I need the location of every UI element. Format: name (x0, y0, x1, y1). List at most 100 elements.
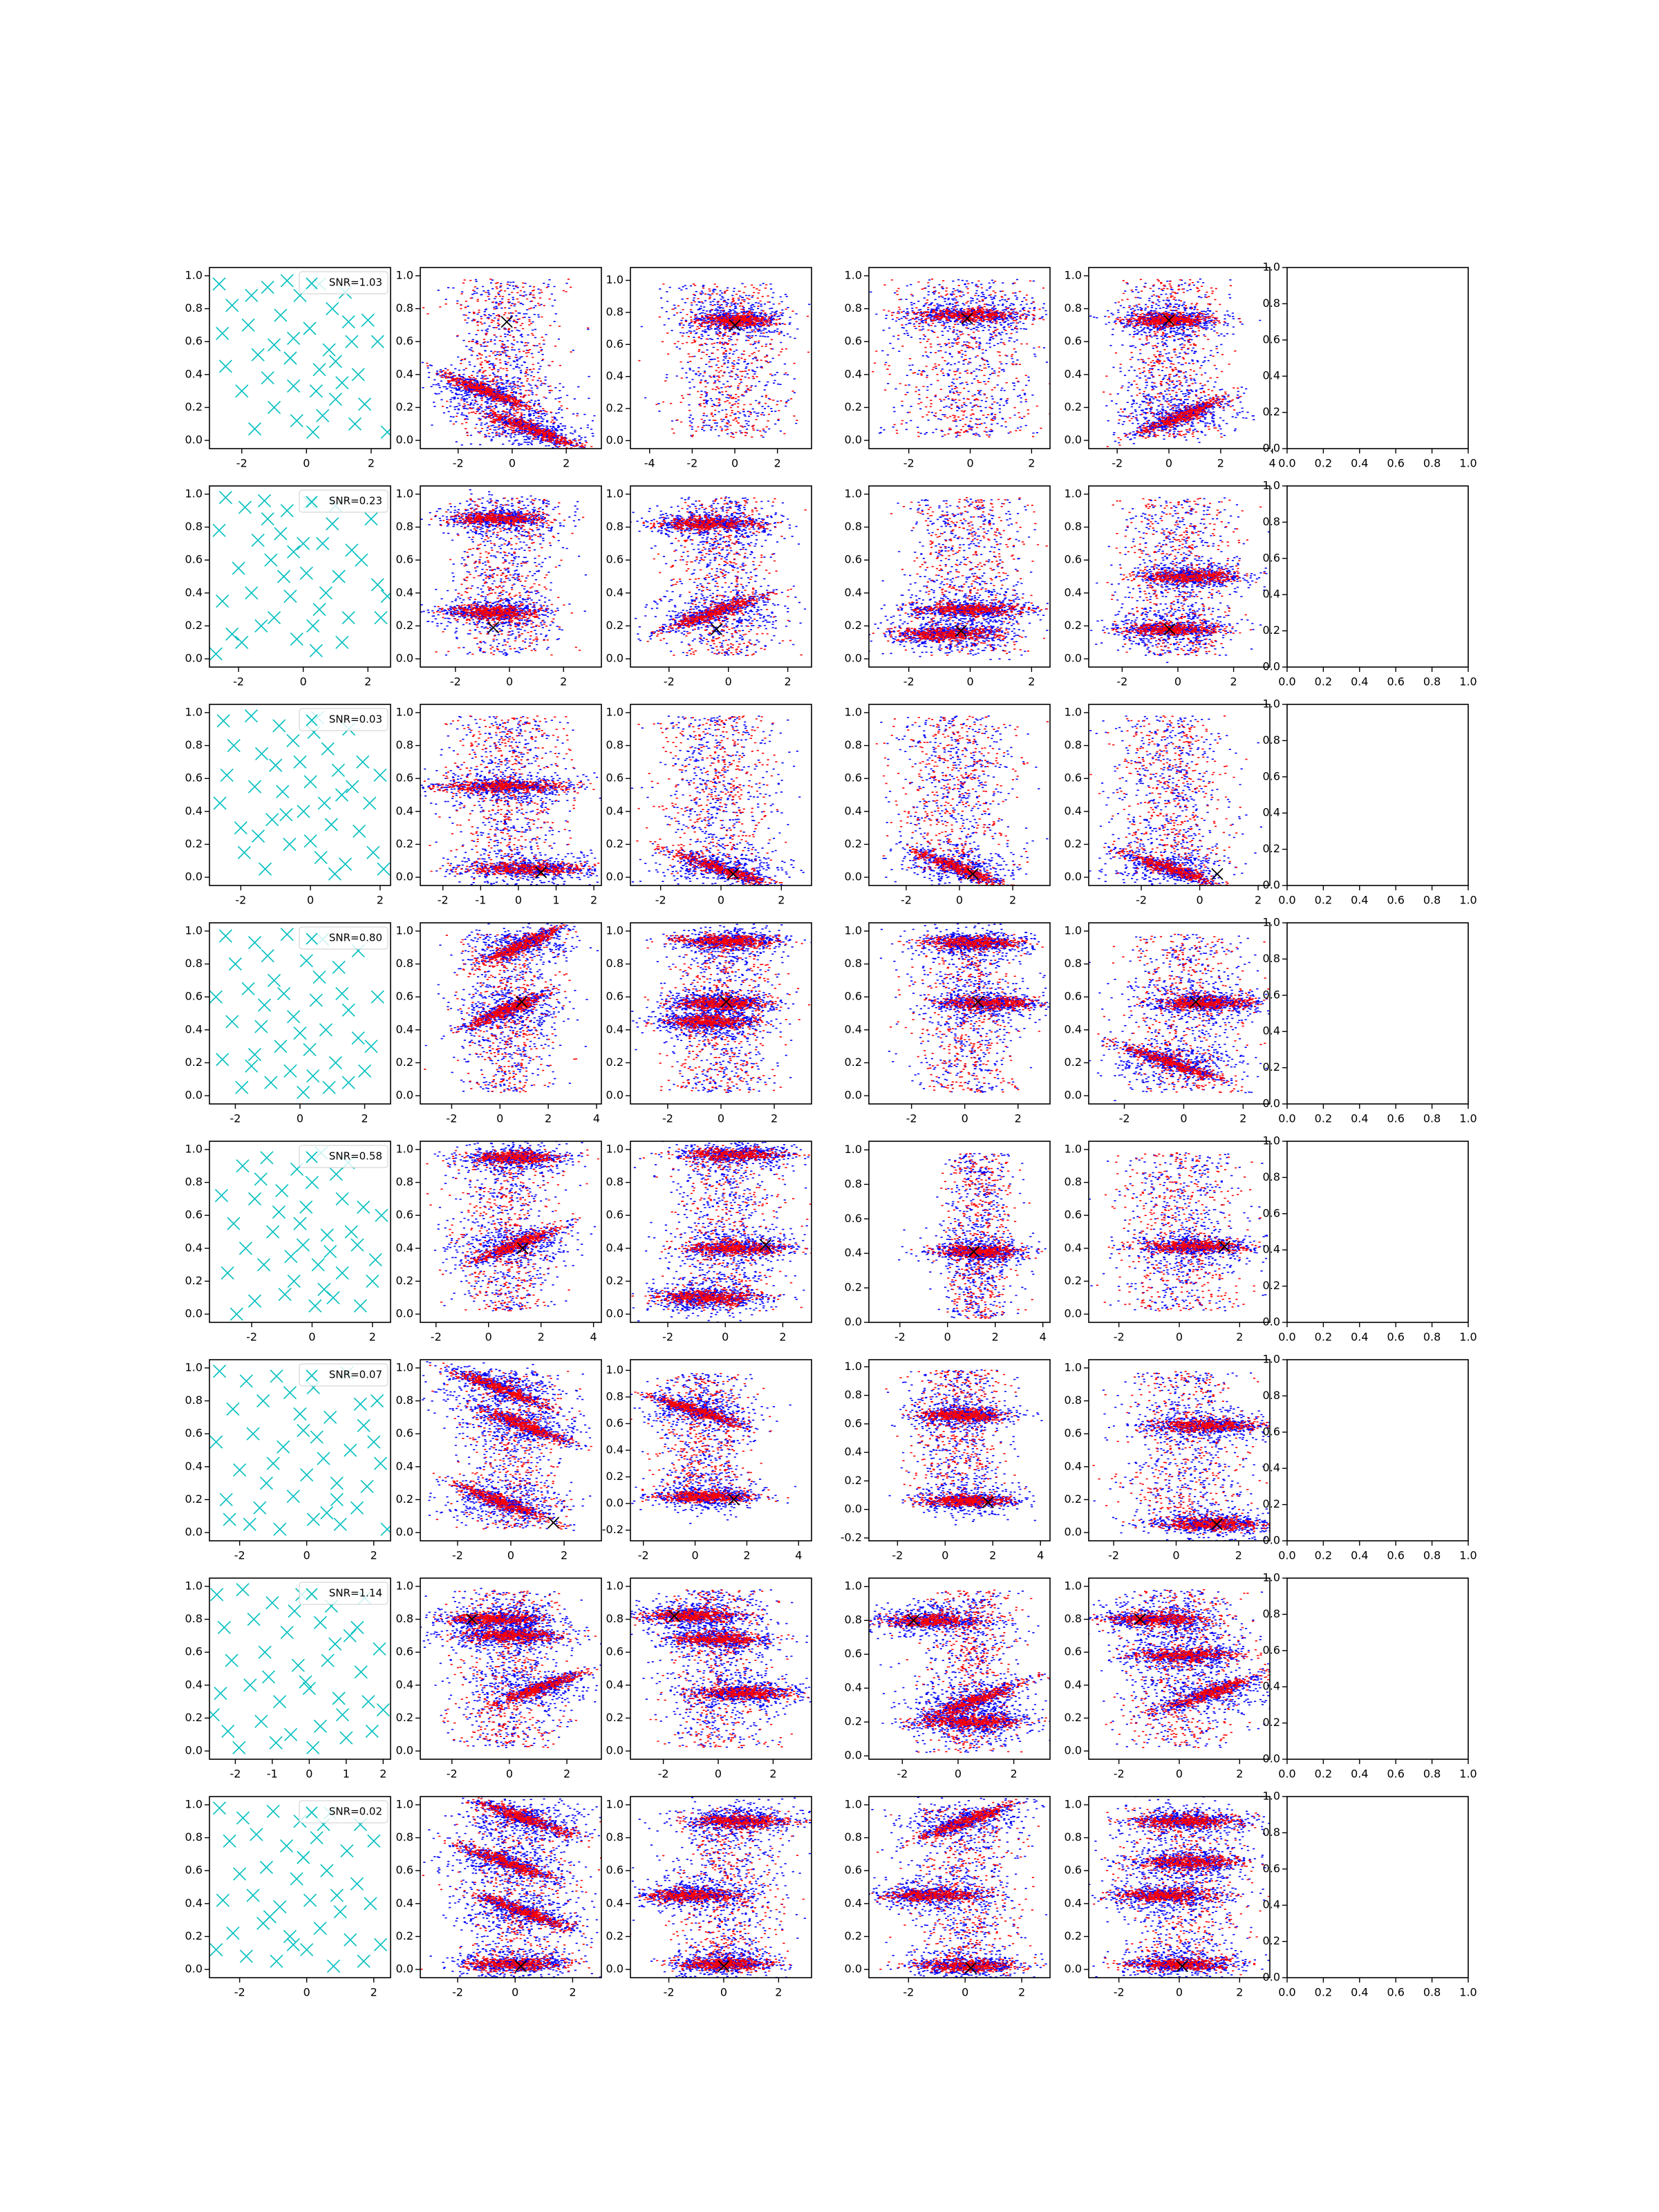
cyan-x-point (216, 714, 230, 728)
scatter-panel-ytick-label: 0.0 (1065, 1089, 1082, 1102)
empty-panel-xtick-label: 0.4 (1351, 1331, 1368, 1344)
scatter-panel-ytick-label: 0.6 (845, 1647, 862, 1660)
cyan-x-point (331, 763, 345, 777)
red-blue-scatter-panel: -2 0 2 0.0 0.2 0.4 0.6 0.8 1.0 (396, 1359, 602, 1562)
cyan-x-point (322, 343, 336, 357)
scatter-panel-ytick-label: 0.2 (606, 837, 624, 850)
cyan-panel-ytick-label: 1.0 (185, 924, 203, 937)
scatter-panel-ytick-label: 0.2 (845, 837, 862, 850)
empty-panel: 0.0 0.2 0.4 0.6 0.8 1.0 0.0 0.2 0.4 0.6 0.8 1.0 (1263, 479, 1477, 688)
cyan-x-point (293, 1027, 307, 1040)
cyan-x-point (305, 1175, 319, 1190)
cyan-x-point (259, 1860, 274, 1874)
cyan-x-point (238, 500, 252, 514)
cyan-panel-xtick-label: 2 (361, 1112, 368, 1125)
cyan-x-point (317, 796, 331, 810)
empty-panel-ytick-label: 1.0 (1263, 261, 1280, 274)
scatter-panel-ytick-label: 0.8 (606, 1830, 624, 1844)
cyan-x-point (330, 1492, 344, 1507)
scatter-panel-ytick-label: 1.0 (845, 1797, 862, 1810)
cyan-x-point (209, 1435, 223, 1449)
scatter-panel-ytick-label: 0.2 (396, 400, 413, 413)
scatter-panel-frame (420, 1577, 602, 1760)
cyan-points (209, 928, 384, 1099)
cyan-panel-ytick-label: 0.4 (185, 1459, 203, 1472)
empty-panel-ytick-label: 0.6 (1263, 1862, 1280, 1875)
scatter-panel-frame (420, 485, 602, 668)
cyan-panel-ytick-label: 0.4 (185, 1896, 203, 1909)
red-series-points (875, 715, 1049, 885)
cyan-panel-ytick-label: 0.4 (185, 1241, 203, 1254)
black-x-marker (500, 315, 513, 328)
scatter-panel-ytick-label: 0.2 (1065, 1711, 1082, 1724)
cyan-x-point (218, 359, 232, 373)
red-series-points (1093, 1808, 1270, 1976)
cyan-panel-ytick-label: 0.8 (185, 1175, 203, 1188)
scatter-panel-ytick-label: 0.8 (1065, 1394, 1082, 1407)
empty-panel-ytick-label: 0.8 (1263, 733, 1280, 747)
scatter-panel-xtick-label: -2 (655, 894, 666, 907)
cyan-x-point (332, 570, 346, 583)
black-x-marker (547, 1517, 560, 1529)
red-series-points (872, 279, 1050, 438)
cyan-x-point (360, 1479, 374, 1493)
black-x-marker (968, 1246, 980, 1258)
scatter-panel-xtick-label: 0 (718, 894, 724, 907)
empty-panel-ytick-label: 0.8 (1263, 1607, 1280, 1620)
cyan-panel-ytick-label: 0.4 (185, 367, 203, 380)
red-series-points (869, 1589, 1049, 1753)
scatter-panel-ytick-label: 0.6 (1065, 1645, 1082, 1658)
scatter-panel-ytick-label: 0.8 (606, 1175, 624, 1188)
empty-panel-xtick-label: 0.0 (1278, 457, 1295, 470)
cyan-x-point (246, 1888, 260, 1902)
black-x-marker (1189, 995, 1202, 1008)
cyan-x-point (247, 422, 262, 435)
red-series-points (1089, 715, 1248, 885)
scatter-panel-ytick-label: 0.8 (396, 1830, 413, 1844)
scatter-panel-xtick-label: 0 (507, 1549, 514, 1562)
scatter-panel-ytick-label: 1.0 (845, 1143, 862, 1156)
scatter-panel-ytick-label: 0.6 (606, 771, 624, 785)
cyan-x-point (247, 780, 262, 794)
cyan-x-point (302, 1682, 316, 1696)
cyan-x-point (376, 1703, 390, 1717)
cyan-x-point (245, 288, 259, 303)
scatter-panel-ytick-label: 0.8 (396, 1394, 413, 1407)
scatter-panel-xtick-label: -2 (894, 1331, 906, 1344)
scatter-panel-ytick-label: 0.4 (1065, 1022, 1082, 1035)
scatter-panel-frame (1088, 922, 1271, 1105)
cyan-panel-xtick-label: -2 (229, 1768, 241, 1781)
cyan-x-point (335, 986, 349, 1000)
cyan-panel-xtick-label: 0 (303, 1986, 310, 1999)
cyan-x-point (254, 1714, 268, 1728)
scatter-panel-ytick-label: 0.8 (845, 1613, 862, 1627)
scatter-panel-xtick-label: 0 (496, 1112, 503, 1125)
cyan-x-point (320, 1228, 334, 1242)
red-series-points (422, 279, 593, 449)
scatter-panel-xtick-label: 0 (720, 1986, 727, 1999)
scatter-panel-ytick-label: 0.2 (1065, 1274, 1082, 1287)
cyan-panel-ytick-label: 0.8 (185, 738, 203, 751)
scatter-dots (1089, 1589, 1270, 1748)
cyan-x-point (335, 1192, 349, 1206)
cyan-x-point (297, 1850, 310, 1864)
cyan-x-point (358, 1064, 372, 1078)
empty-panel: 0.0 0.2 0.4 0.6 0.8 1.0 0.0 0.2 0.4 0.6 0.8 1.0 (1263, 916, 1477, 1125)
scatter-panel-ytick-label: 0.4 (606, 585, 624, 599)
cyan-x-point (375, 1208, 388, 1222)
scatter-panel-ytick-label: 1.0 (606, 705, 624, 718)
scatter-panel-xtick-label: 4 (795, 1549, 802, 1562)
black-x-marker (972, 995, 984, 1008)
scatter-panel-ytick-label: 0.0 (845, 1749, 862, 1762)
cyan-x-point (312, 971, 326, 984)
red-blue-scatter-panel: -2 0 2 0.0 0.2 0.4 0.6 0.8 1.0 (845, 267, 1051, 470)
cyan-panel-ytick-label: 1.0 (185, 1797, 203, 1810)
empty-panel-xtick-label: 0.0 (1278, 675, 1295, 688)
scatter-panel-ytick-label: 1.0 (845, 487, 862, 500)
scatter-panel-xtick-label: -2 (447, 1768, 458, 1781)
cyan-x-point (290, 632, 303, 646)
red-blue-scatter-panel: -2 0 2 4 -0.2 0.0 0.2 0.4 0.6 0.8 1.0 (841, 1359, 1051, 1562)
red-series-points (433, 1589, 599, 1748)
cyan-x-point (283, 1064, 297, 1078)
cyan-x-point (274, 1040, 288, 1053)
